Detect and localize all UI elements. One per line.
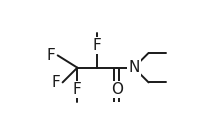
- Text: F: F: [73, 82, 82, 97]
- Text: F: F: [46, 48, 55, 63]
- Text: F: F: [51, 75, 60, 90]
- Text: N: N: [128, 60, 140, 75]
- Text: F: F: [93, 38, 101, 53]
- Text: O: O: [111, 82, 123, 97]
